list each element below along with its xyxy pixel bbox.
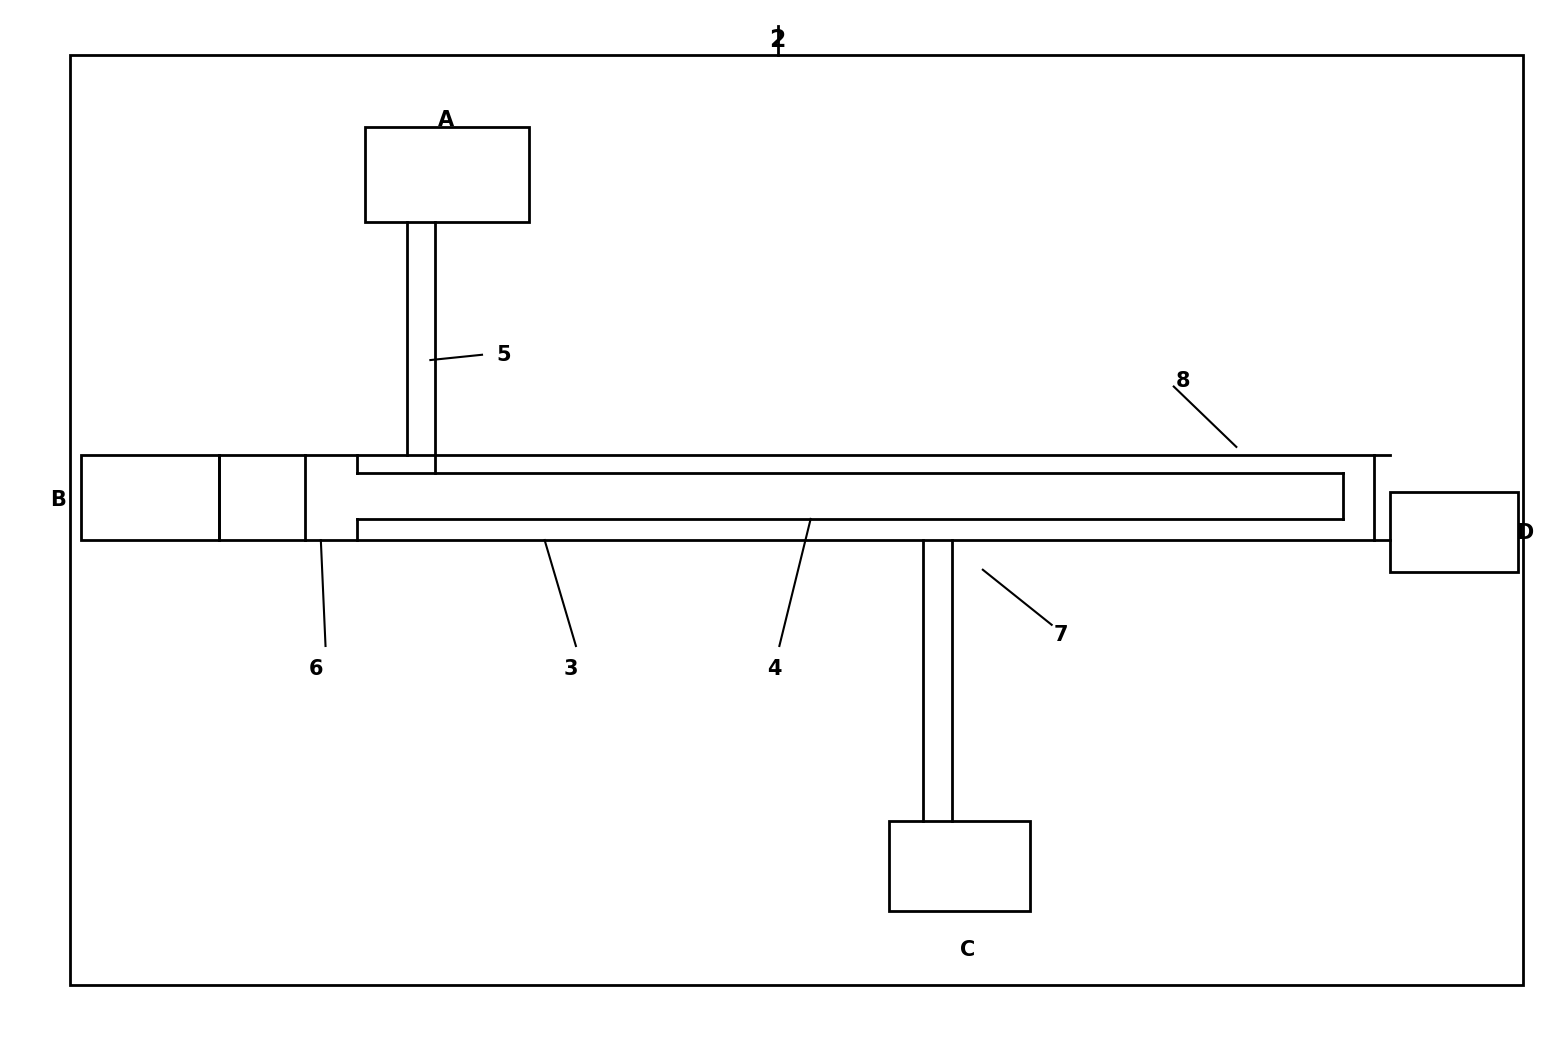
- Bar: [81, 455, 219, 540]
- Text: D: D: [1515, 523, 1534, 542]
- Text: 7: 7: [1053, 626, 1069, 645]
- Text: 3: 3: [563, 660, 579, 679]
- Text: 5: 5: [496, 345, 512, 364]
- Text: B: B: [50, 490, 66, 509]
- Text: A: A: [438, 110, 454, 129]
- Text: 6: 6: [308, 660, 324, 679]
- Bar: [889, 821, 1030, 911]
- Text: 4: 4: [767, 660, 782, 679]
- Text: C: C: [959, 940, 975, 959]
- Bar: [365, 127, 529, 222]
- Bar: [70, 55, 1523, 985]
- Text: 8: 8: [1175, 372, 1191, 391]
- Text: 2: 2: [770, 29, 786, 52]
- Bar: [1390, 492, 1518, 572]
